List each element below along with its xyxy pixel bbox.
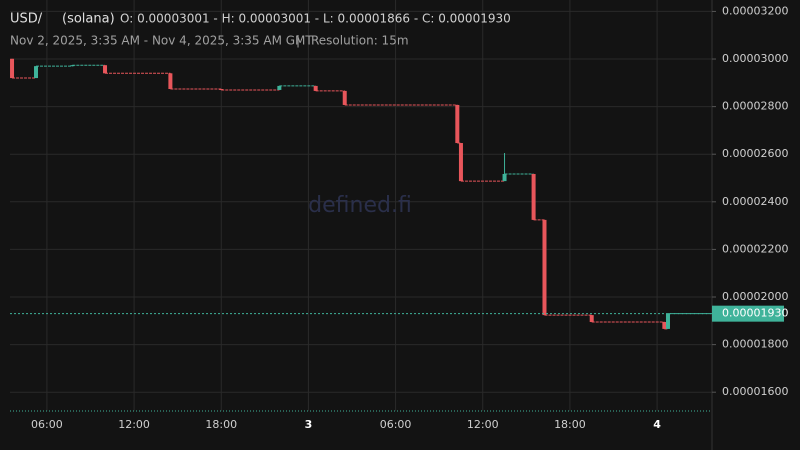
x-tick-label: 18:00 [205, 418, 237, 431]
separator: | [296, 34, 300, 48]
grid [10, 0, 712, 411]
last-price-label: 0.00001930 [722, 307, 788, 320]
x-tick-label: 4 [653, 418, 661, 431]
candles [10, 58, 712, 330]
x-tick-label: 3 [305, 418, 313, 431]
candle-body [662, 321, 667, 329]
chart-title: USD/ [10, 12, 43, 27]
candle-body [589, 315, 594, 322]
chart-subtitle: (solana) [62, 12, 115, 27]
x-tick-label: 12:00 [118, 418, 150, 431]
candle-body [34, 66, 39, 79]
candle-body [665, 313, 670, 329]
y-tick-label: 0.00001800 [722, 338, 788, 351]
y-tick-label: 0.00002600 [722, 147, 788, 160]
candle-body [277, 85, 282, 90]
range-text: Nov 2, 2025, 3:35 AM - Nov 4, 2025, 3:35… [10, 34, 313, 48]
last-price-box [712, 305, 784, 322]
x-tick-label: 06:00 [31, 418, 63, 431]
candle-body [455, 104, 460, 144]
x-tick-label: 12:00 [467, 418, 499, 431]
candle-body [219, 89, 224, 91]
candle-body [342, 90, 347, 105]
candle-body [103, 65, 108, 74]
resolution-text: Resolution: 15m [311, 34, 409, 48]
y-tick-label: 0.00003000 [722, 52, 788, 65]
candle-body [531, 173, 536, 220]
candle-body [502, 173, 507, 182]
x-tick-label: 06:00 [380, 418, 412, 431]
candle-body [313, 85, 318, 91]
y-tick-label: 0.00002000 [722, 290, 788, 303]
y-tick-label: 0.00002800 [722, 100, 788, 113]
candle-body [168, 73, 173, 90]
y-tick-label: 0.00002400 [722, 195, 788, 208]
candle-body [542, 219, 547, 316]
y-tick-label: 0.00002200 [722, 242, 788, 255]
candle-body [458, 143, 463, 182]
ohlc-text: O: 0.00003001 - H: 0.00003001 - L: 0.000… [120, 12, 511, 26]
y-tick-label: 0.00001600 [722, 385, 788, 398]
candle-body [10, 58, 15, 79]
candle-body [70, 65, 75, 67]
watermark: defined.fi [308, 193, 412, 218]
y-tick-label: 0.00003200 [722, 4, 788, 17]
x-tick-label: 18:00 [554, 418, 586, 431]
